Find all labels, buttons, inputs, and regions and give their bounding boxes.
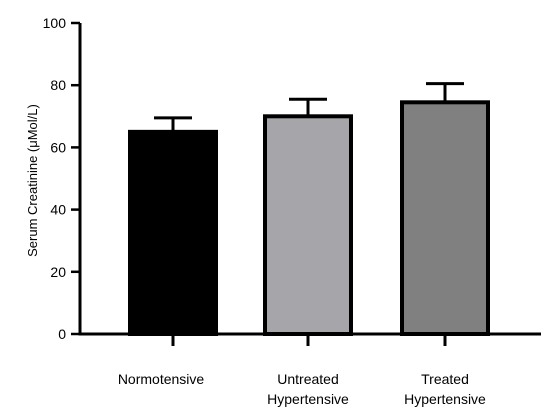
x-tick-label-line: Treated — [421, 371, 469, 387]
labels: 0 20 40 60 80 100 Serum Creatinine (μMol/L) Nor… — [25, 15, 486, 407]
bars — [128, 82, 490, 337]
x-tick-label: Normotensive — [118, 371, 205, 387]
x-tick-label-line: Untreated — [277, 371, 338, 387]
bar — [263, 114, 353, 336]
bar — [400, 100, 490, 337]
x-tick-label-line: Normotensive — [118, 371, 205, 387]
y-tick-label: 40 — [50, 202, 66, 218]
x-tick-label: Treated Hypertensive — [404, 371, 486, 407]
y-tick-label: 20 — [50, 264, 66, 280]
x-tick-label: Untreated Hypertensive — [267, 371, 349, 407]
y-tick-label: 60 — [50, 139, 66, 155]
bar — [128, 129, 218, 336]
y-axis-title: Serum Creatinine (μMol/L) — [25, 104, 40, 257]
y-tick-label: 100 — [43, 15, 67, 31]
y-tick-label: 0 — [58, 326, 66, 342]
x-tick-label-line: Hypertensive — [267, 391, 349, 407]
x-tick-label-line: Hypertensive — [404, 391, 486, 407]
y-tick-label: 80 — [50, 77, 66, 93]
